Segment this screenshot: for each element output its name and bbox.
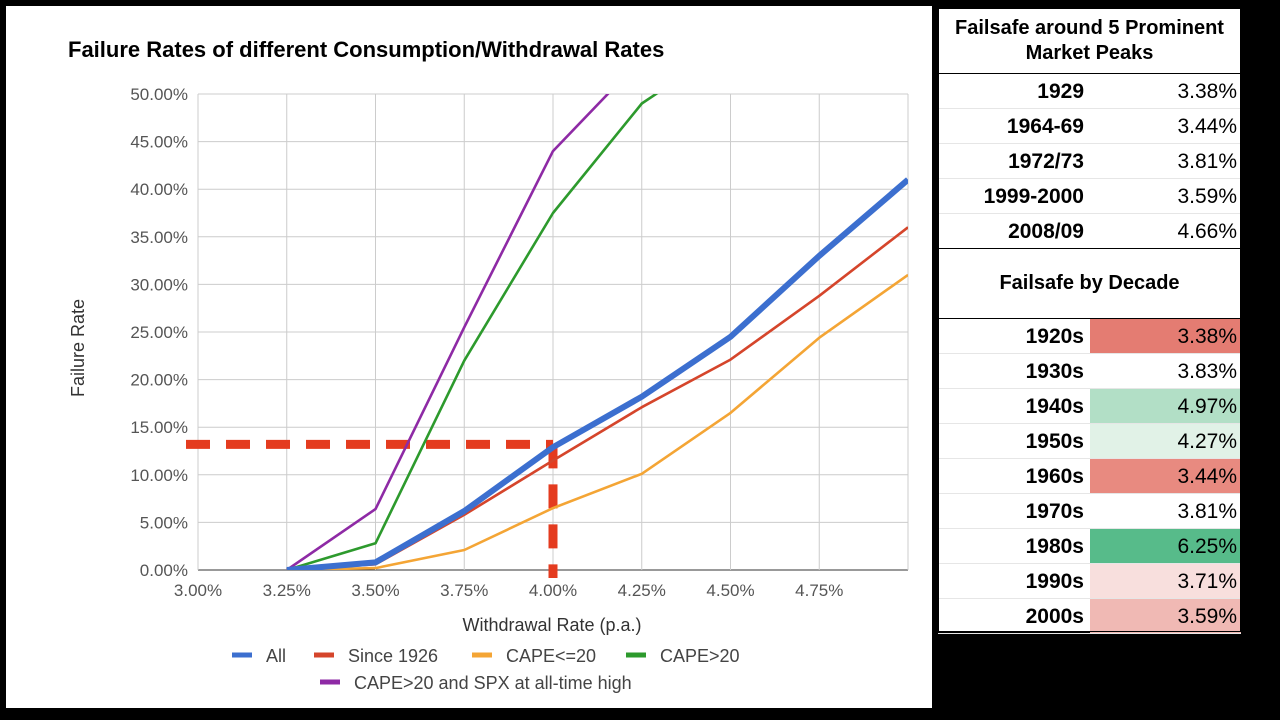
peaks-row-value: 3.44% <box>1177 114 1237 138</box>
x-axis-label: Withdrawal Rate (p.a.) <box>462 615 641 635</box>
legend-label: Since 1926 <box>348 646 438 666</box>
y-tick-label: 5.00% <box>140 513 188 532</box>
series-line <box>286 94 610 570</box>
decade-row-label: 1930s <box>1025 359 1084 383</box>
decade-row: 1930s 3.83% <box>938 354 1241 389</box>
decade-row-value: 4.27% <box>1090 424 1241 459</box>
decade-row-label: 1990s <box>1025 569 1084 593</box>
decade-row-label: 1970s <box>1025 499 1084 523</box>
y-tick-label: 35.00% <box>130 228 188 247</box>
decade-row-label: 1950s <box>1025 429 1084 453</box>
decade-row-value: 3.59% <box>1090 599 1241 634</box>
row-divider <box>938 178 1241 179</box>
peaks-row: 1972/73 3.81% <box>938 144 1241 179</box>
peaks-row: 1964-69 3.44% <box>938 109 1241 144</box>
series-line <box>286 177 908 570</box>
decade-row: 1980s 6.25% <box>938 529 1241 564</box>
legend-label: CAPE>20 <box>660 646 740 666</box>
legend: All Since 1926 CAPE<=20 CAPE>20 CAPE>20 and … <box>232 646 740 693</box>
peaks-row: 2008/09 4.66% <box>938 214 1241 249</box>
failure-rate-chart: 0.00% 5.00% 10.00% 15.00% 20.00% 25.00% 30.00%… <box>68 37 909 693</box>
peaks-row: 1929 3.38% <box>938 74 1241 109</box>
y-axis-label: Failure Rate <box>68 299 88 397</box>
decade-row: 1960s 3.44% <box>938 459 1241 494</box>
series-line <box>286 273 908 570</box>
chart-panel: 0.00% 5.00% 10.00% 15.00% 20.00% 25.00% 30.00%… <box>6 6 932 708</box>
x-tick-label: 4.50% <box>706 581 754 600</box>
peaks-row-value: 3.59% <box>1177 184 1237 208</box>
row-divider <box>938 423 1241 424</box>
x-tick-label: 4.75% <box>795 581 843 600</box>
peaks-row-label: 1964-69 <box>1006 114 1084 138</box>
series-line <box>286 94 659 570</box>
decade-row-label: 1920s <box>1025 324 1084 348</box>
x-tick-label: 4.25% <box>618 581 666 600</box>
peaks-row: 1999-2000 3.59% <box>938 179 1241 214</box>
decades-table-title: Failsafe by Decade <box>938 248 1241 319</box>
decade-row: 1990s 3.71% <box>938 564 1241 599</box>
decade-row: 2000s 3.59% <box>938 599 1241 634</box>
row-divider <box>938 493 1241 494</box>
x-axis-ticks: 3.00% 3.25% 3.50% 3.75% 4.00% 4.25% 4.50% 4.75% <box>174 581 843 600</box>
decade-row: 1940s 4.97% <box>938 389 1241 424</box>
x-tick-label: 3.50% <box>351 581 399 600</box>
y-tick-label: 40.00% <box>130 180 188 199</box>
row-divider <box>938 458 1241 459</box>
decade-row-value: 4.97% <box>1090 389 1241 424</box>
legend-label: All <box>266 646 286 666</box>
annotation-dashed-lines <box>186 439 558 578</box>
y-tick-label: 0.00% <box>140 561 188 580</box>
decade-row-value: 3.44% <box>1090 459 1241 494</box>
y-tick-label: 30.00% <box>130 275 188 294</box>
decade-row-value: 6.25% <box>1090 529 1241 564</box>
decade-row-value: 3.81% <box>1177 499 1237 523</box>
decade-row-label: 1960s <box>1025 464 1084 488</box>
decade-row: 1970s 3.81% <box>938 494 1241 529</box>
decade-row-value: 3.38% <box>1090 319 1241 354</box>
x-tick-label: 4.00% <box>529 581 577 600</box>
peaks-row-value: 3.81% <box>1177 149 1237 173</box>
y-tick-label: 15.00% <box>130 418 188 437</box>
x-tick-label: 3.25% <box>263 581 311 600</box>
decade-row-value: 3.83% <box>1177 359 1237 383</box>
peaks-row-label: 1999-2000 <box>983 184 1084 208</box>
y-tick-label: 25.00% <box>130 323 188 342</box>
row-divider <box>938 528 1241 529</box>
peaks-table-title: Failsafe around 5 Prominent Market Peaks <box>938 8 1241 74</box>
series-lines <box>286 94 908 570</box>
decade-row-label: 1980s <box>1025 534 1084 558</box>
decade-row-value: 3.71% <box>1090 564 1241 599</box>
peaks-row-label: 1929 <box>1037 79 1084 103</box>
row-divider <box>938 388 1241 389</box>
peaks-row-label: 1972/73 <box>1008 149 1084 173</box>
y-tick-label: 50.00% <box>130 85 188 104</box>
row-divider <box>938 213 1241 214</box>
peaks-row-label: 2008/09 <box>1008 219 1084 243</box>
legend-label: CAPE>20 and SPX at all-time high <box>354 673 632 693</box>
row-divider <box>938 598 1241 599</box>
failsafe-tables-panel: Failsafe around 5 Prominent Market Peaks… <box>938 8 1241 634</box>
y-tick-label: 45.00% <box>130 133 188 152</box>
y-axis-ticks: 0.00% 5.00% 10.00% 15.00% 20.00% 25.00% 30.00%… <box>130 85 188 580</box>
decade-row: 1950s 4.27% <box>938 424 1241 459</box>
series-line <box>286 226 908 570</box>
peaks-row-value: 3.38% <box>1177 79 1237 103</box>
row-divider <box>938 563 1241 564</box>
decade-row: 1920s 3.38% <box>938 319 1241 354</box>
decade-row-label: 1940s <box>1025 394 1084 418</box>
row-divider <box>938 353 1241 354</box>
row-divider <box>938 633 1241 634</box>
decade-row-label: 2000s <box>1025 604 1084 628</box>
grid-lines <box>197 93 909 571</box>
row-divider <box>938 108 1241 109</box>
row-divider <box>938 143 1241 144</box>
chart-title: Failure Rates of different Consumption/W… <box>68 37 664 62</box>
legend-label: CAPE<=20 <box>506 646 596 666</box>
y-tick-label: 20.00% <box>130 371 188 390</box>
y-tick-label: 10.00% <box>130 466 188 485</box>
x-tick-label: 3.00% <box>174 581 222 600</box>
x-tick-label: 3.75% <box>440 581 488 600</box>
peaks-row-value: 4.66% <box>1177 219 1237 243</box>
